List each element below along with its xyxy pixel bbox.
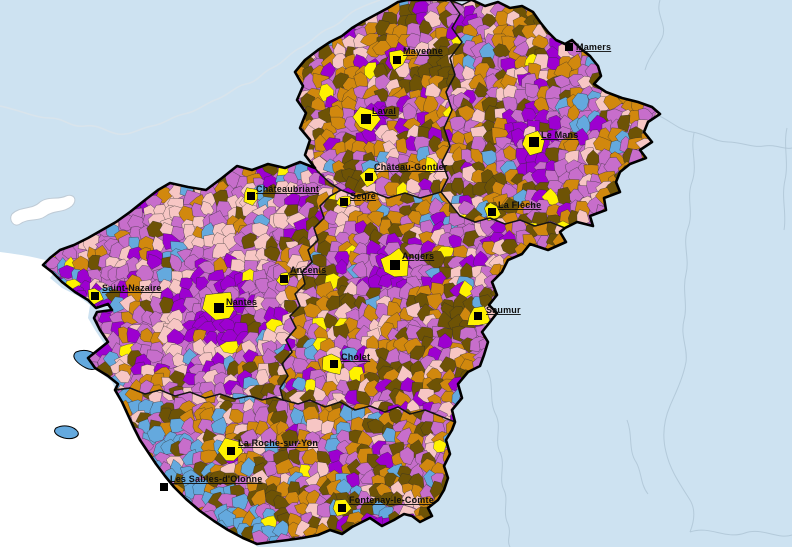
city-marker-le-mans[interactable] [529,137,539,147]
city-label: Saumur [486,305,521,315]
commune-cell[interactable] [146,425,166,443]
commune-cell[interactable] [126,326,141,344]
island-belle-ile [10,194,76,226]
city-label: Saint-Nazaire [102,283,162,293]
city-label: Ancenis [290,265,326,275]
city-marker-fontenay-le-comte[interactable] [338,504,346,512]
department-sarthe[interactable] [425,0,682,252]
city-label: Nantes [226,297,257,307]
commune-cell[interactable] [87,269,102,282]
city-label: Château-Gontier [374,162,448,172]
commune-cell[interactable] [169,418,185,433]
city-marker-saint-nazaire[interactable] [91,292,99,300]
atlantic-ocean [0,252,258,547]
commune-cell[interactable] [603,92,623,111]
commune-cell[interactable] [427,250,446,270]
city-marker-nantes[interactable] [214,303,224,313]
city-marker-mayenne[interactable] [393,56,401,64]
city-label: Le Mans [541,130,578,140]
commune-cell[interactable] [439,356,458,372]
commune-cell[interactable] [524,83,541,99]
commune-cell[interactable] [449,116,466,132]
commune-cell[interactable] [229,409,245,424]
commune-cell[interactable] [410,345,425,361]
city-marker-cholet[interactable] [330,360,338,368]
commune-cell[interactable] [146,253,165,270]
commune-cell[interactable] [321,420,336,436]
city-label: Châteaubriant [256,184,319,194]
city-label: Mamers [576,42,611,52]
city-label: Les Sables-d'Olonne [170,474,262,484]
commune-cell[interactable] [213,256,228,275]
commune-cell[interactable] [451,177,465,195]
commune-cell[interactable] [330,116,346,130]
commune-cell[interactable] [399,446,415,466]
commune-cell[interactable] [260,427,277,444]
neighbor-department-border [783,127,788,231]
neighbor-department-border [689,529,792,537]
city-label: La Flèche [498,200,541,210]
neighbor-department-border [663,132,695,533]
neighbor-department-border [656,114,792,149]
commune-cell[interactable] [200,200,215,217]
city-label: Fontenay-le-Comte [349,495,434,505]
neighbor-department-border [644,0,665,71]
commune-cell[interactable] [424,82,442,99]
city-marker-laval[interactable] [361,114,371,124]
city-marker-ch-teau-gontier[interactable] [365,173,373,181]
commune-cell[interactable] [502,145,517,161]
neighbor-department-border [486,369,511,547]
city-marker-ancenis[interactable] [280,275,288,283]
commune-cell[interactable] [426,293,444,311]
commune-cell[interactable] [390,491,404,508]
city-marker-les-sables-d-olonne[interactable] [160,483,168,491]
commune-cell[interactable] [335,258,347,275]
commune-cell[interactable] [312,386,327,402]
commune-cell[interactable] [453,244,469,259]
commune-cell[interactable] [58,264,75,279]
commune-cell[interactable] [255,369,270,387]
city-label: Laval [372,106,396,116]
commune-cell[interactable] [240,428,258,444]
city-marker-la-fl-che[interactable] [488,208,496,216]
commune-cell[interactable] [481,149,500,167]
commune-cell[interactable] [563,136,580,156]
commune-cell[interactable] [385,194,405,211]
commune-cell[interactable] [367,273,383,290]
commune-cell[interactable] [533,96,550,112]
city-label: Segré [350,191,376,201]
commune-cell[interactable] [264,246,281,262]
city-label: Mayenne [403,46,443,56]
region-border [41,0,662,546]
city-marker-la-roche-sur-yon[interactable] [227,447,235,455]
commune-cell[interactable] [399,377,416,393]
island-yeu [54,425,79,440]
city-marker-segr-[interactable] [340,198,348,206]
city-marker-saumur[interactable] [474,312,482,320]
neighbor-department-border [626,419,649,495]
brittany-coastline [0,0,381,136]
city-label: Angers [402,251,434,261]
city-marker-mamers[interactable] [565,43,573,51]
commune-cell[interactable] [169,253,182,273]
city-label: La Roche-sur-Yon [238,438,318,448]
commune-cell[interactable] [140,327,154,343]
commune-cell[interactable] [291,376,308,392]
commune-cell[interactable] [265,392,282,409]
commune-cell[interactable] [179,277,193,290]
commune-cell[interactable] [241,232,258,250]
commune-cell[interactable] [479,42,496,61]
commune-cell[interactable] [114,370,132,383]
city-label: Cholet [341,352,370,362]
commune-cell[interactable] [241,361,259,374]
commune-cell[interactable] [200,449,219,464]
city-marker-ch-teaubriant[interactable] [247,192,255,200]
city-marker-angers[interactable] [390,260,400,270]
commune-cell[interactable] [576,114,592,134]
commune-cell[interactable] [146,349,165,364]
commune-cell[interactable] [252,440,269,457]
commune-cell[interactable] [395,137,409,154]
